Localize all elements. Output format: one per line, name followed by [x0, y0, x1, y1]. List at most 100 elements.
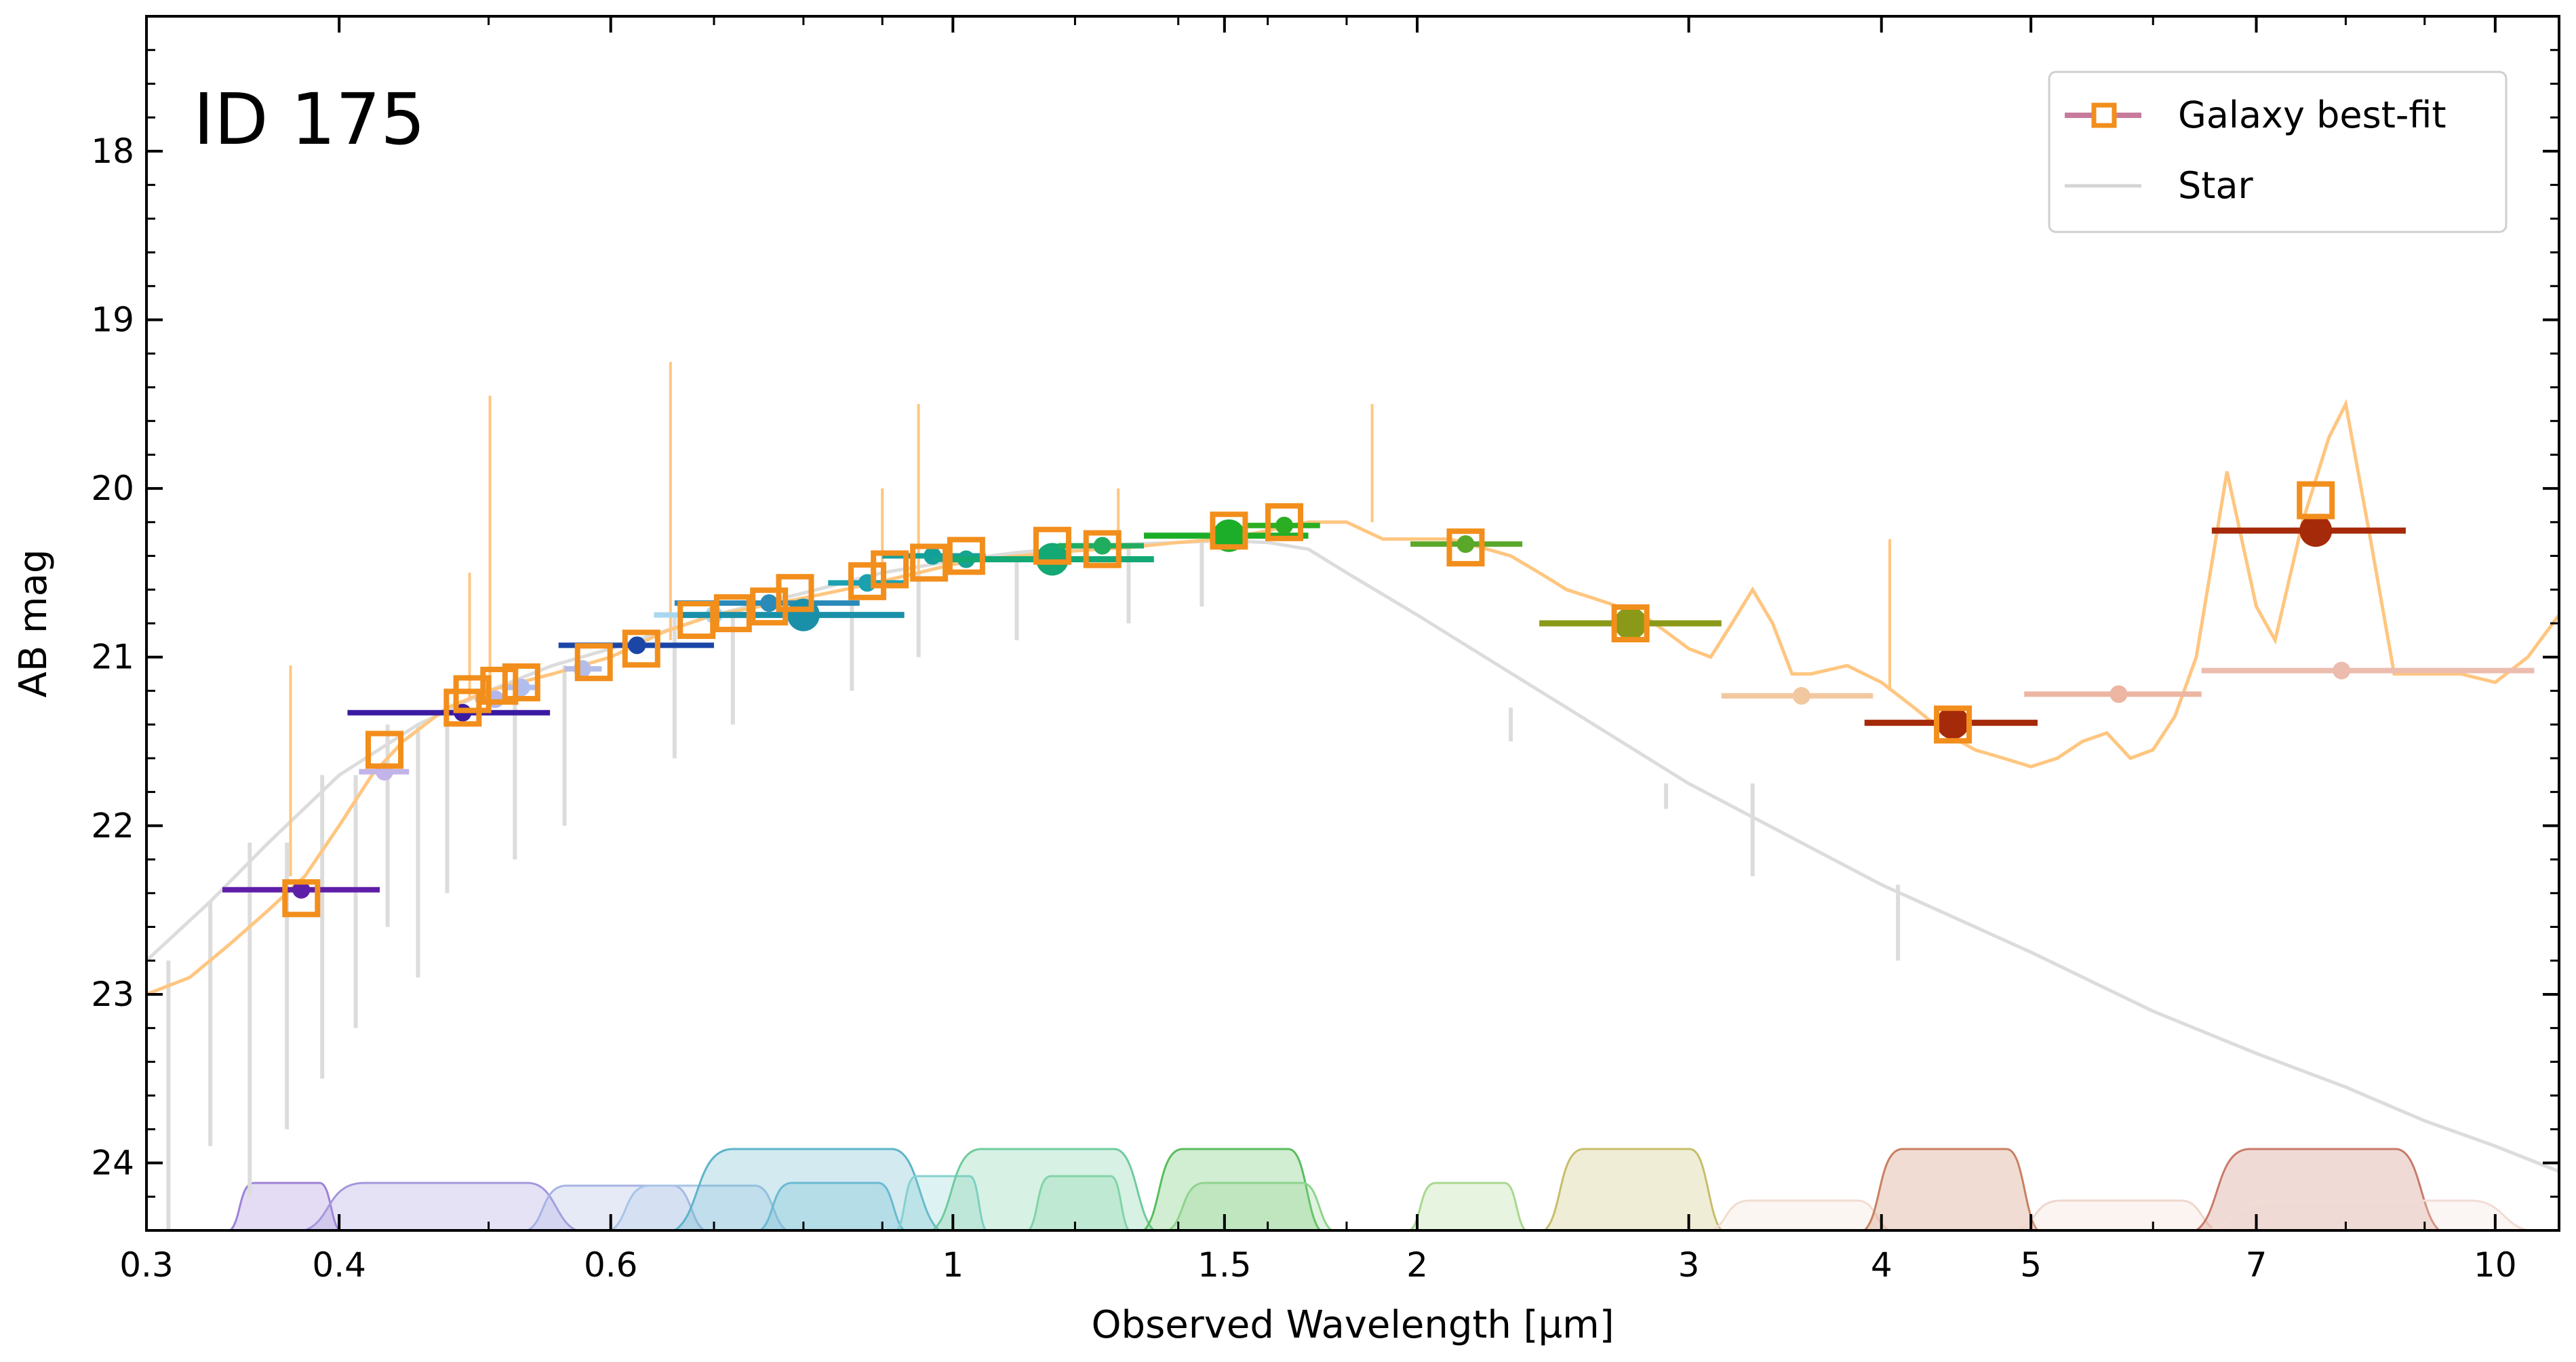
photometry-point-18: [1539, 607, 1722, 640]
photometry-marker-21: [2109, 685, 2128, 703]
bestfit-box-10: [750, 587, 789, 626]
x-tick-label-7: 4: [1871, 1245, 1893, 1285]
photometry-marker-14: [1093, 537, 1111, 555]
bestfit-box-7: [622, 629, 660, 668]
filter-curve-0: [229, 1182, 341, 1230]
bestfit-box-4: [480, 666, 519, 705]
filter-curve-12: [1543, 1148, 1723, 1230]
bestfit-box-19: [1265, 503, 1303, 541]
legend-box: [2048, 71, 2508, 233]
photometry-point-21: [2024, 685, 2202, 703]
photometry-marker-19: [1792, 686, 1810, 705]
photometry-point-23: [2201, 661, 2535, 680]
photometry-marker-0: [292, 880, 311, 899]
photometry-marker-16: [1275, 516, 1293, 534]
y-tick-label-4: 22: [91, 806, 134, 845]
photometry-point-22: [2211, 514, 2406, 547]
x-tick-label-4: 1.5: [1197, 1245, 1252, 1285]
photometry-marker-22: [2299, 514, 2333, 547]
x-tick-label-8: 5: [2020, 1245, 2042, 1285]
photometry-point-14: [1058, 537, 1145, 555]
plot-area: [146, 362, 2559, 1230]
bestfit-box-3: [453, 675, 492, 714]
filter-curve-15: [2017, 1199, 2218, 1230]
x-tick-label-9: 7: [2246, 1245, 2267, 1285]
photometry-point-17: [1410, 535, 1523, 553]
photometry-point-20: [1864, 706, 2038, 739]
legend-galaxy-label: Galaxy best-fit: [2178, 94, 2446, 136]
bestfit-box-12: [848, 562, 887, 600]
x-axis-label: Observed Wavelength [µm]: [1091, 1303, 1614, 1347]
filter-curve-4: [672, 1148, 941, 1230]
photometry-marker-20: [1937, 706, 1970, 739]
bestfit-box-21: [1611, 604, 1650, 642]
photometry-marker-6: [628, 636, 646, 655]
filter-curves: [229, 1148, 2529, 1230]
x-tick-label-3: 1: [942, 1245, 964, 1285]
filter-curve-10: [1166, 1182, 1334, 1230]
photometry-marker-13: [1035, 543, 1069, 576]
photometry-marker-15: [1212, 519, 1246, 552]
filter-curve-9: [1142, 1148, 1322, 1230]
bestfit-box-5: [502, 663, 540, 702]
legend-star-label: Star: [2178, 164, 2254, 207]
photometry-marker-11: [924, 547, 942, 565]
bestfit-box-14: [910, 543, 949, 582]
y-tick-label-1: 19: [91, 300, 134, 340]
legend: Galaxy best-fit Star: [2048, 71, 2508, 233]
bestfit-box-20: [1446, 528, 1485, 567]
bestfit-box-6: [574, 643, 613, 682]
photometry-point-19: [1721, 686, 1874, 705]
bestfit-box-16: [1033, 526, 1071, 565]
y-tick-label-5: 23: [91, 975, 134, 1014]
y-axis-label: AB mag: [12, 549, 56, 698]
bestfit-box-8: [677, 601, 716, 640]
filter-curve-5: [758, 1182, 906, 1230]
bestfit-box-15: [947, 537, 985, 575]
x-tick-label-0: 0.3: [119, 1245, 174, 1285]
filter-curve-14: [1863, 1148, 2039, 1230]
photometry-marker-17: [1457, 535, 1475, 553]
photometry-marker-9: [787, 598, 820, 631]
bestfit-box-0: [282, 879, 321, 918]
filter-curve-3: [610, 1184, 789, 1230]
legend-galaxy-marker: [2091, 102, 2117, 128]
object-id-label: ID 175: [193, 78, 425, 161]
y-tick-label-2: 20: [91, 469, 134, 508]
bestfit-box-23: [2297, 481, 2335, 520]
bestfit-box-18: [1210, 511, 1248, 550]
filter-curve-1: [304, 1182, 577, 1230]
filter-curve-13: [1710, 1199, 1890, 1230]
filter-curve-7: [930, 1148, 1155, 1230]
photometry-marker-8: [760, 594, 778, 612]
y-tick-label-0: 18: [91, 132, 134, 171]
filter-curve-17: [2206, 1199, 2529, 1230]
x-tick-label-2: 0.6: [584, 1245, 638, 1285]
galaxy-model: [146, 362, 2559, 996]
galaxy-model-line: [146, 399, 2559, 996]
photometry-point-16: [1246, 516, 1320, 534]
photometry-point-15: [1144, 519, 1309, 552]
galaxy-bestfit-boxes: [282, 481, 2335, 918]
x-tick-label-10: 10: [2474, 1245, 2517, 1285]
filter-curve-8: [1027, 1175, 1130, 1230]
filter-curve-16: [2194, 1148, 2441, 1230]
bestfit-box-9: [713, 594, 752, 633]
bestfit-box-17: [1083, 530, 1122, 568]
y-tick-label-3: 21: [91, 638, 134, 677]
y-tick-label-6: 24: [91, 1144, 134, 1183]
filter-curve-6: [896, 1175, 987, 1230]
filter-curve-11: [1408, 1182, 1527, 1230]
x-tick-label-1: 0.4: [312, 1245, 366, 1285]
photometry-point-0: [222, 880, 380, 899]
x-tick-label-5: 2: [1406, 1245, 1428, 1285]
photometry-marker-18: [1614, 607, 1647, 640]
x-tick-label-6: 3: [1678, 1245, 1700, 1285]
bestfit-box-22: [1934, 705, 1973, 744]
photometry-marker-23: [2333, 661, 2351, 680]
bestfit-box-13: [871, 550, 909, 589]
bestfit-box-2: [443, 688, 482, 727]
bestfit-box-1: [365, 731, 404, 769]
